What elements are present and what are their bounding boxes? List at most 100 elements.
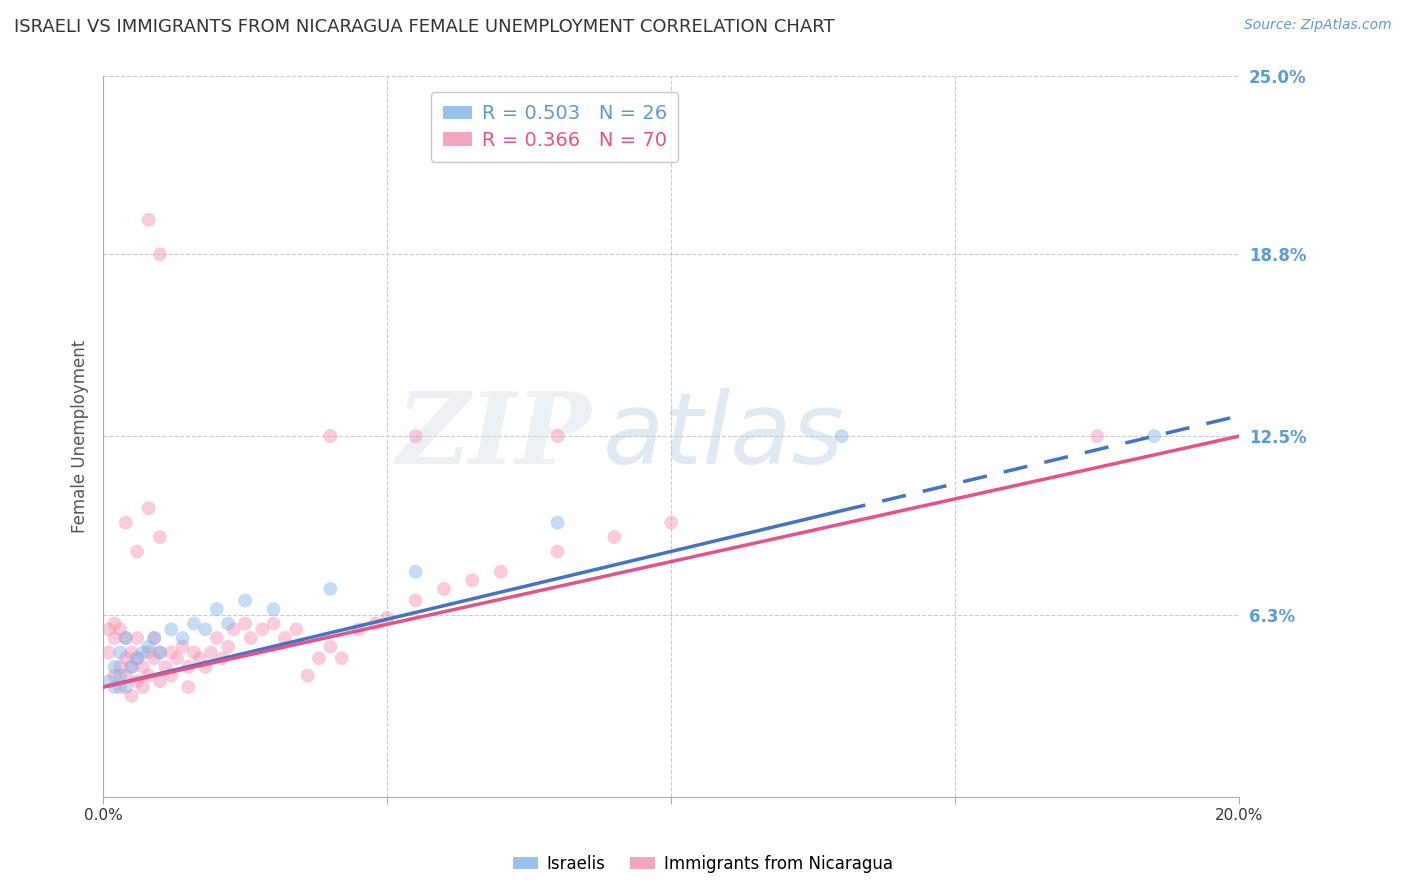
Point bbox=[108, 660, 131, 674]
Point bbox=[547, 544, 569, 558]
Point bbox=[138, 640, 160, 654]
Point bbox=[405, 565, 427, 579]
Point bbox=[831, 429, 853, 443]
Text: ZIP: ZIP bbox=[396, 388, 592, 484]
Point bbox=[433, 582, 456, 596]
Point bbox=[138, 212, 160, 227]
Point bbox=[115, 651, 138, 665]
Point bbox=[405, 429, 427, 443]
Point bbox=[143, 651, 166, 665]
Point bbox=[143, 631, 166, 645]
Point bbox=[217, 640, 239, 654]
Text: Source: ZipAtlas.com: Source: ZipAtlas.com bbox=[1244, 18, 1392, 32]
Point bbox=[177, 660, 200, 674]
Point bbox=[108, 680, 131, 694]
Point bbox=[103, 660, 125, 674]
Point bbox=[233, 616, 256, 631]
Point bbox=[263, 616, 285, 631]
Point bbox=[405, 593, 427, 607]
Text: ISRAELI VS IMMIGRANTS FROM NICARAGUA FEMALE UNEMPLOYMENT CORRELATION CHART: ISRAELI VS IMMIGRANTS FROM NICARAGUA FEM… bbox=[14, 18, 835, 36]
Point bbox=[263, 602, 285, 616]
Point bbox=[127, 631, 149, 645]
Point bbox=[149, 674, 172, 689]
Point bbox=[108, 623, 131, 637]
Point bbox=[217, 616, 239, 631]
Point bbox=[319, 582, 342, 596]
Point bbox=[160, 623, 183, 637]
Point bbox=[183, 616, 205, 631]
Point bbox=[183, 645, 205, 659]
Point bbox=[149, 530, 172, 544]
Point bbox=[132, 660, 155, 674]
Point bbox=[138, 668, 160, 682]
Point bbox=[97, 623, 120, 637]
Point bbox=[547, 429, 569, 443]
Point bbox=[97, 674, 120, 689]
Point bbox=[149, 247, 172, 261]
Point bbox=[149, 645, 172, 659]
Point bbox=[132, 645, 155, 659]
Point bbox=[115, 516, 138, 530]
Point bbox=[166, 651, 188, 665]
Point bbox=[160, 668, 183, 682]
Point bbox=[200, 645, 222, 659]
Point bbox=[222, 623, 245, 637]
Point bbox=[121, 660, 143, 674]
Point bbox=[172, 631, 194, 645]
Point bbox=[121, 645, 143, 659]
Point bbox=[547, 516, 569, 530]
Point bbox=[121, 660, 143, 674]
Point bbox=[108, 645, 131, 659]
Point bbox=[319, 640, 342, 654]
Point bbox=[205, 602, 228, 616]
Point bbox=[489, 565, 512, 579]
Point bbox=[138, 501, 160, 516]
Point bbox=[194, 623, 217, 637]
Point bbox=[194, 660, 217, 674]
Point bbox=[115, 668, 138, 682]
Point bbox=[330, 651, 353, 665]
Point bbox=[160, 645, 183, 659]
Point bbox=[155, 660, 177, 674]
Point bbox=[103, 668, 125, 682]
Point bbox=[659, 516, 682, 530]
Point bbox=[347, 623, 370, 637]
Point bbox=[127, 674, 149, 689]
Point bbox=[297, 668, 319, 682]
Point bbox=[177, 680, 200, 694]
Point bbox=[274, 631, 297, 645]
Text: atlas: atlas bbox=[603, 388, 845, 484]
Point bbox=[103, 680, 125, 694]
Point bbox=[103, 616, 125, 631]
Point bbox=[103, 631, 125, 645]
Point bbox=[1143, 429, 1166, 443]
Point bbox=[375, 611, 398, 625]
Point bbox=[285, 623, 308, 637]
Point bbox=[205, 631, 228, 645]
Point bbox=[149, 645, 172, 659]
Legend: Israelis, Immigrants from Nicaragua: Israelis, Immigrants from Nicaragua bbox=[506, 848, 900, 880]
Point bbox=[127, 651, 149, 665]
Point bbox=[115, 680, 138, 694]
Point bbox=[172, 640, 194, 654]
Point bbox=[319, 429, 342, 443]
Point bbox=[233, 593, 256, 607]
Point bbox=[603, 530, 626, 544]
Point bbox=[143, 631, 166, 645]
Point bbox=[115, 631, 138, 645]
Point bbox=[364, 616, 387, 631]
Point bbox=[127, 651, 149, 665]
Point bbox=[239, 631, 262, 645]
Legend: R = 0.503   N = 26, R = 0.366   N = 70: R = 0.503 N = 26, R = 0.366 N = 70 bbox=[432, 93, 678, 161]
Point bbox=[188, 651, 211, 665]
Point bbox=[97, 645, 120, 659]
Point bbox=[121, 689, 143, 703]
Point bbox=[308, 651, 330, 665]
Point bbox=[461, 574, 484, 588]
Point bbox=[108, 668, 131, 682]
Point bbox=[250, 623, 273, 637]
Point bbox=[127, 544, 149, 558]
Point bbox=[132, 680, 155, 694]
Point bbox=[138, 645, 160, 659]
Point bbox=[115, 631, 138, 645]
